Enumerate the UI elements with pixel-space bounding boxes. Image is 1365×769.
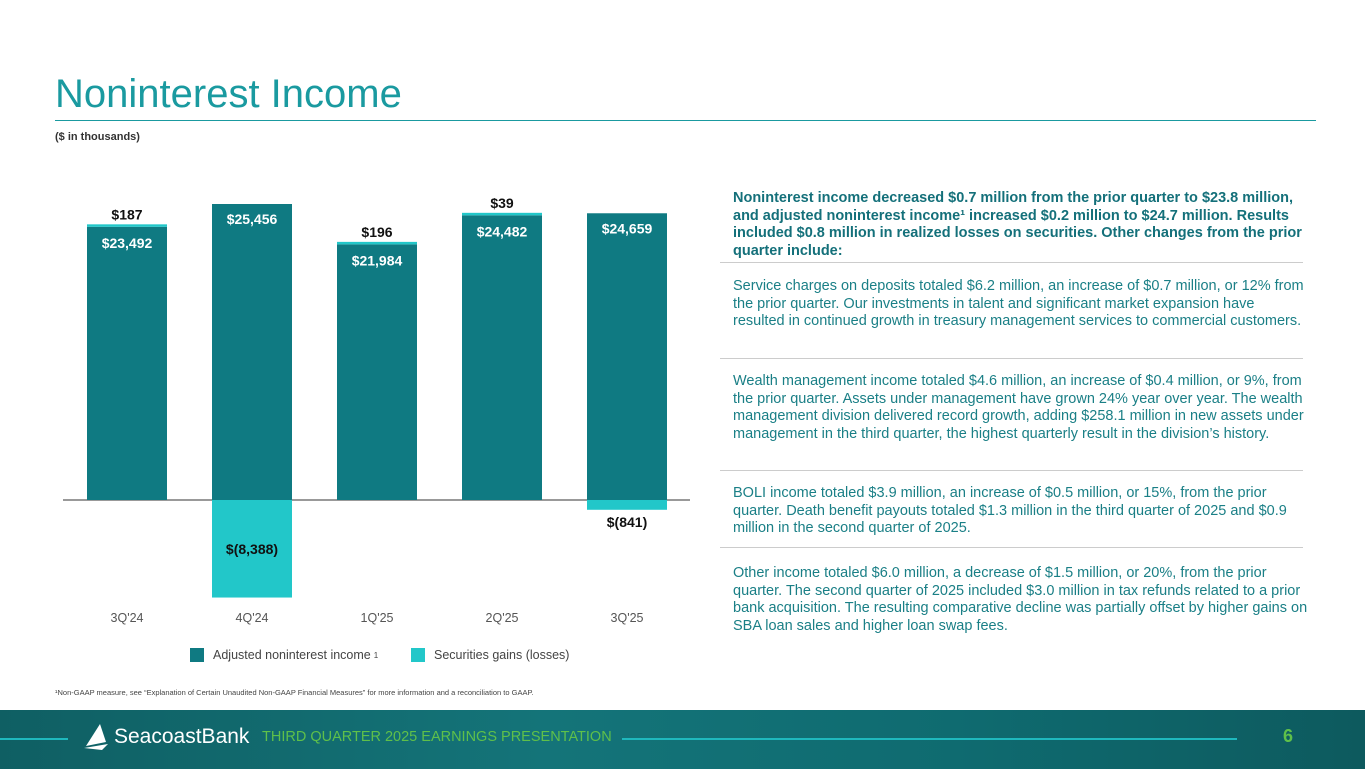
bar-securities — [587, 500, 667, 510]
footnote: ¹Non-GAAP measure, see “Explanation of C… — [55, 688, 534, 697]
legend-item-securities: Securities gains (losses) — [411, 648, 569, 662]
page-number: 6 — [1283, 726, 1294, 746]
paragraph-wealth: Wealth management income totaled $4.6 mi… — [733, 373, 1304, 442]
data-label-securities: $39 — [490, 195, 514, 211]
bar-securities — [337, 241, 417, 245]
x-tick-label: 1Q'25 — [361, 611, 394, 625]
x-tick-label: 2Q'25 — [486, 611, 519, 625]
data-label-securities: $187 — [111, 206, 142, 222]
bar-securities — [212, 500, 292, 598]
data-label-securities: $196 — [361, 224, 392, 240]
seacoast-logo: SeacoastBank — [82, 724, 249, 750]
data-label-adjusted: $23,492 — [102, 235, 153, 251]
footer: SeacoastBank THIRD QUARTER 2025 EARNINGS… — [0, 710, 1365, 769]
bar-securities — [87, 224, 167, 227]
paragraph-service-charges: Service charges on deposits totaled $6.2… — [733, 278, 1304, 329]
paragraph-boli: BOLI income totaled $3.9 million, an inc… — [733, 485, 1287, 536]
legend-item-adjusted: Adjusted noninterest income 1 — [190, 648, 378, 662]
divider — [720, 358, 1303, 359]
x-tick-label: 4Q'24 — [236, 611, 269, 625]
summary-lead: Noninterest income decreased $0.7 millio… — [733, 190, 1302, 259]
divider — [720, 470, 1303, 471]
data-label-adjusted: $21,984 — [352, 252, 403, 268]
divider — [720, 547, 1303, 548]
bar-adjusted — [587, 213, 667, 500]
title-divider — [55, 120, 1316, 121]
data-label-adjusted: $25,456 — [227, 211, 278, 227]
legend-label: Adjusted noninterest income — [213, 648, 371, 662]
bar-adjusted — [87, 226, 167, 500]
bar-securities — [462, 212, 542, 216]
legend-swatch — [190, 648, 204, 662]
legend-superscript: 1 — [373, 650, 379, 660]
legend-label: Securities gains (losses) — [434, 648, 570, 662]
legend-swatch — [411, 648, 425, 662]
bar-adjusted — [462, 215, 542, 501]
footer-line — [0, 738, 68, 740]
divider — [720, 262, 1303, 263]
footer-title: THIRD QUARTER 2025 EARNINGS PRESENTATION — [262, 729, 612, 745]
sail-icon — [84, 724, 108, 750]
x-tick-label: 3Q'24 — [111, 611, 144, 625]
paragraph-other: Other income totaled $6.0 million, a dec… — [733, 565, 1308, 634]
data-label-securities: $(8,388) — [226, 541, 278, 557]
page-title: Noninterest Income — [55, 72, 402, 116]
footer-line — [622, 738, 1237, 740]
bar-chart: $23,492 $187 3Q'24 $25,456 $(8,388) 4Q'24 $21,… — [63, 195, 690, 625]
bar-adjusted — [212, 204, 292, 500]
logo-text: SeacoastBank — [114, 725, 250, 748]
data-label-adjusted: $24,482 — [477, 223, 528, 239]
data-label-adjusted: $24,659 — [602, 220, 653, 236]
bar-adjusted — [337, 244, 417, 500]
x-tick-label: 3Q'25 — [611, 611, 644, 625]
data-label-securities: $(841) — [607, 514, 647, 530]
units-label: ($ in thousands) — [55, 131, 140, 143]
